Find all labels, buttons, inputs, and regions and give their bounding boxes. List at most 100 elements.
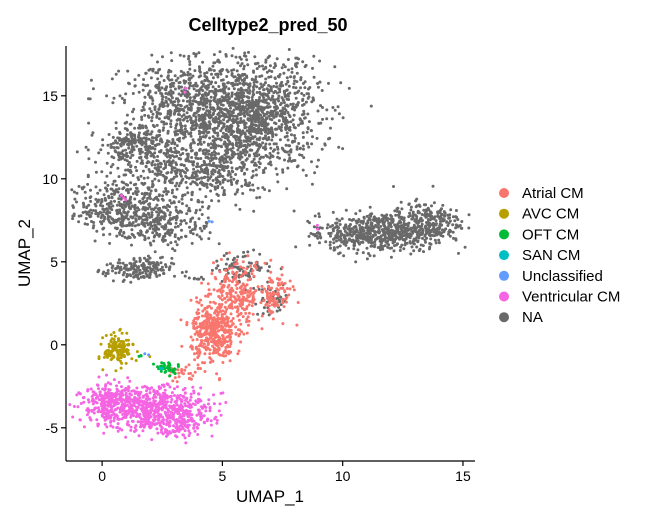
- point: [223, 91, 227, 95]
- point: [223, 312, 227, 316]
- point: [389, 232, 393, 236]
- point: [307, 145, 311, 149]
- point: [176, 211, 180, 215]
- point: [317, 121, 321, 125]
- point: [108, 215, 112, 219]
- point: [151, 170, 155, 174]
- point: [145, 216, 149, 219]
- point: [179, 157, 183, 161]
- point: [229, 175, 233, 179]
- point: [235, 180, 238, 184]
- point: [153, 106, 157, 109]
- point: [237, 88, 240, 92]
- point: [285, 131, 289, 135]
- point: [152, 261, 156, 265]
- point: [278, 90, 282, 94]
- point: [150, 53, 154, 57]
- point: [157, 108, 161, 111]
- point: [143, 266, 147, 270]
- point: [280, 123, 284, 127]
- point: [414, 199, 418, 203]
- point: [191, 338, 195, 342]
- point: [118, 232, 122, 236]
- point: [292, 113, 296, 117]
- point: [152, 154, 156, 158]
- point: [215, 313, 219, 317]
- point: [204, 294, 208, 298]
- point: [129, 262, 133, 266]
- point: [178, 53, 182, 57]
- point: [226, 70, 230, 74]
- chart-title: Celltype2_pred_50: [188, 15, 347, 35]
- point: [305, 130, 309, 134]
- point: [160, 268, 163, 272]
- point: [226, 101, 230, 105]
- point: [129, 223, 133, 226]
- point: [410, 229, 414, 233]
- point: [310, 182, 314, 186]
- point: [83, 190, 87, 194]
- point: [193, 111, 197, 115]
- point: [200, 229, 204, 233]
- point: [120, 180, 124, 184]
- point: [358, 231, 362, 235]
- point: [143, 95, 147, 99]
- point: [253, 104, 257, 108]
- point: [365, 224, 369, 227]
- point: [250, 105, 254, 108]
- point: [257, 318, 261, 322]
- point: [272, 91, 276, 95]
- point: [258, 75, 262, 78]
- point: [91, 226, 95, 230]
- point: [200, 176, 204, 180]
- point: [255, 91, 259, 94]
- point: [413, 228, 417, 232]
- point: [207, 130, 211, 134]
- point: [332, 241, 336, 245]
- point: [425, 232, 428, 235]
- point: [273, 297, 277, 301]
- point: [158, 150, 162, 154]
- point: [447, 216, 451, 220]
- point: [149, 224, 153, 228]
- point: [192, 127, 196, 131]
- point: [219, 103, 223, 106]
- point: [188, 84, 192, 88]
- point: [409, 208, 413, 212]
- point: [188, 132, 192, 136]
- point: [239, 117, 243, 120]
- point: [361, 240, 365, 244]
- point: [283, 122, 287, 126]
- point: [201, 314, 204, 318]
- point: [259, 129, 263, 133]
- point: [285, 134, 289, 138]
- point: [454, 223, 458, 227]
- point: [195, 183, 199, 187]
- point: [241, 290, 244, 294]
- point: [169, 178, 173, 182]
- point: [183, 274, 187, 278]
- point: [205, 109, 209, 113]
- point: [302, 147, 305, 151]
- point: [189, 105, 193, 109]
- point: [278, 109, 282, 113]
- point: [138, 123, 142, 127]
- point: [216, 194, 220, 197]
- point: [134, 165, 138, 169]
- point: [158, 130, 162, 134]
- point: [246, 99, 250, 103]
- point: [221, 309, 225, 313]
- point: [235, 265, 238, 269]
- point: [365, 257, 369, 261]
- point: [415, 204, 419, 208]
- point: [311, 97, 315, 101]
- point: [318, 226, 322, 230]
- point: [242, 165, 246, 169]
- point: [252, 274, 256, 278]
- point: [276, 106, 279, 110]
- point: [239, 133, 243, 137]
- point: [212, 340, 215, 344]
- point: [144, 136, 148, 140]
- point: [259, 82, 263, 86]
- point: [386, 245, 390, 249]
